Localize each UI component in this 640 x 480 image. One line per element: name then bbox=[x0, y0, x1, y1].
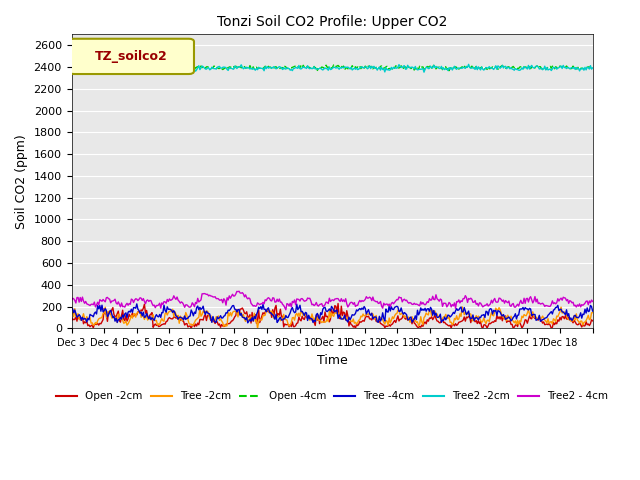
Title: Tonzi Soil CO2 Profile: Upper CO2: Tonzi Soil CO2 Profile: Upper CO2 bbox=[217, 15, 447, 29]
Text: TZ_soilco2: TZ_soilco2 bbox=[95, 50, 168, 63]
FancyBboxPatch shape bbox=[69, 39, 194, 74]
X-axis label: Time: Time bbox=[317, 354, 348, 367]
Y-axis label: Soil CO2 (ppm): Soil CO2 (ppm) bbox=[15, 134, 28, 228]
Legend: Open -2cm, Tree -2cm, Open -4cm, Tree -4cm, Tree2 -2cm, Tree2 - 4cm: Open -2cm, Tree -2cm, Open -4cm, Tree -4… bbox=[52, 387, 612, 406]
